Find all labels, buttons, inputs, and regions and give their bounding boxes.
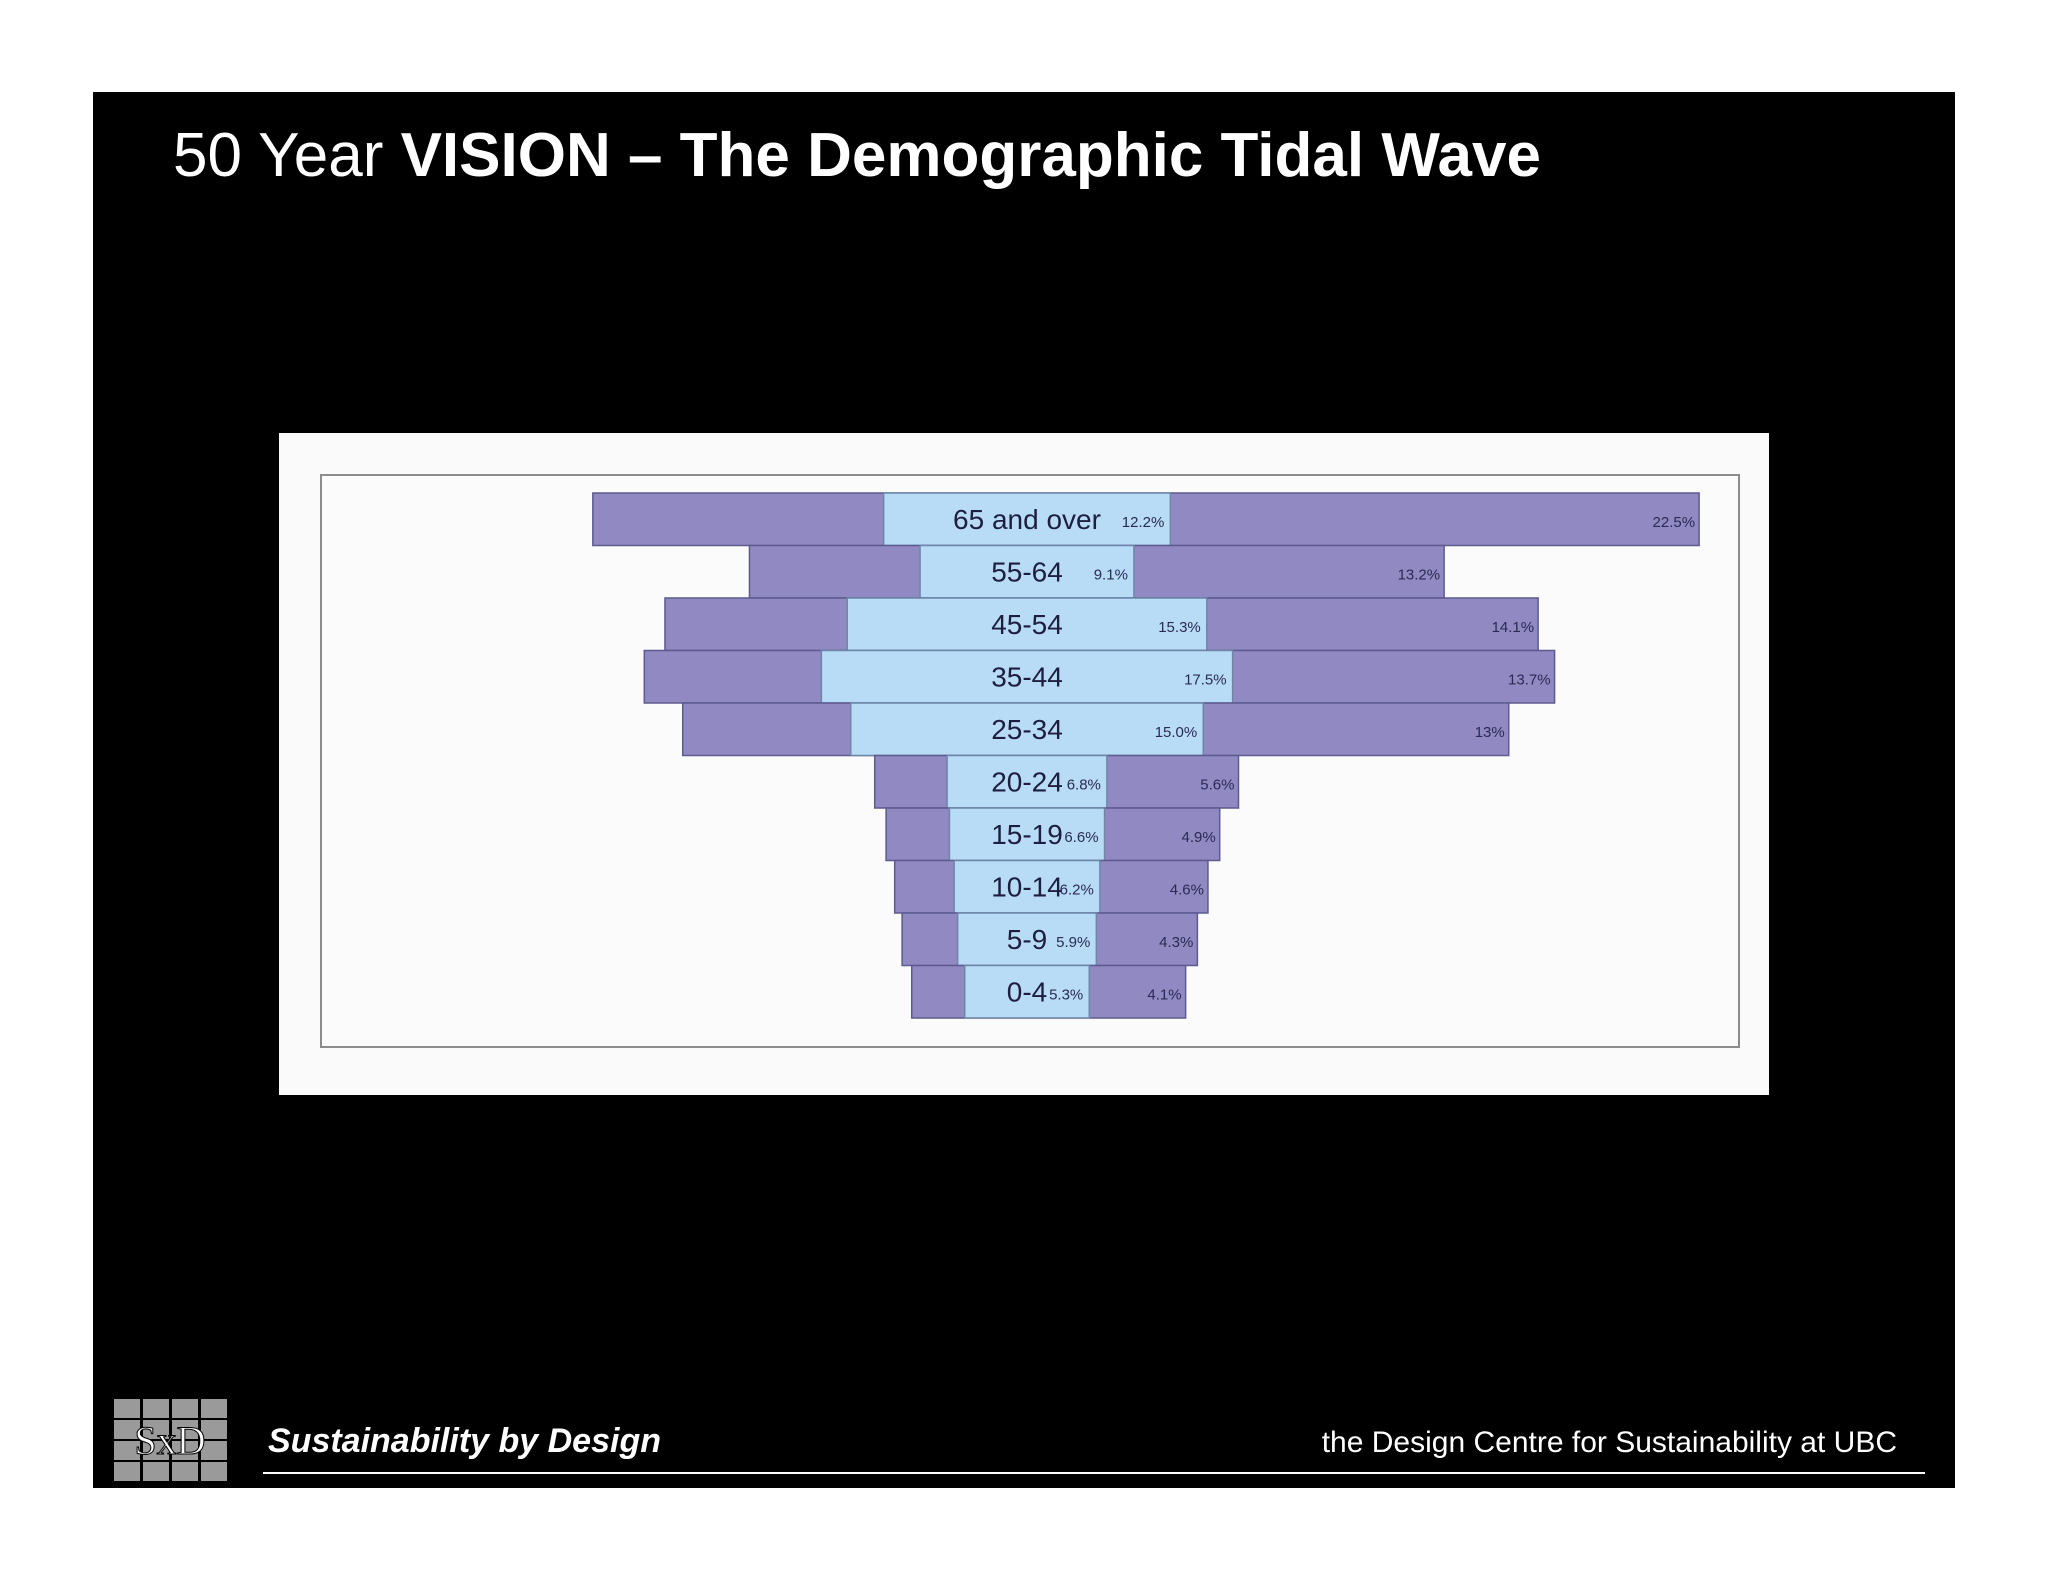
inner-value-label: 12.2% [1122,514,1165,531]
outer-value-label: 4.6% [1170,882,1204,899]
inner-bar [953,859,1101,914]
outer-value-label: 14.1% [1492,619,1535,636]
inner-bar [956,912,1098,967]
logo-text: SxD [134,1418,205,1463]
title-bold: VISION – The Demographic Tidal Wave [400,121,1541,190]
category-label: 55-64 [991,557,1063,588]
inner-value-label: 15.0% [1155,724,1198,741]
inner-value-label: 6.6% [1064,829,1098,846]
category-label: 25-34 [991,714,1063,745]
sxd-logo-icon: SxD [113,1398,228,1482]
category-label: 10-14 [991,872,1063,903]
outer-value-label: 13% [1475,724,1505,741]
chart-figure: 65 and over 12.2% 22.5% 55-64 9.1% 13.2% 45-54… [279,433,1769,1095]
outer-value-label: 4.1% [1147,987,1181,1004]
page-title: 50 Year VISION – The Demographic Tidal W… [173,120,1541,191]
category-label: 15-19 [991,819,1063,850]
footer-organization: the Design Centre for Sustainability at … [1321,1426,1897,1459]
footer-divider [263,1472,1925,1474]
inner-bar [963,964,1091,1019]
category-label: 0-4 [1007,977,1047,1008]
inner-value-label: 9.1% [1094,567,1128,584]
outer-value-label: 22.5% [1653,514,1696,531]
footer-brand: Sustainability by Design [268,1422,661,1460]
outer-value-label: 4.3% [1159,934,1193,951]
outer-value-label: 13.7% [1508,672,1551,689]
slide: 50 Year VISION – The Demographic Tidal W… [93,92,1955,1488]
category-label: 35-44 [991,662,1063,693]
inner-bar [882,492,1172,547]
inner-bar [850,702,1204,757]
category-label: 45-54 [991,609,1063,640]
inner-value-label: 17.5% [1184,672,1227,689]
inner-value-label: 15.3% [1158,619,1201,636]
category-label: 5-9 [1007,924,1047,955]
category-label: 65 and over [953,504,1101,535]
inner-value-label: 6.8% [1067,777,1101,794]
demographic-chart: 65 and over 12.2% 22.5% 55-64 9.1% 13.2% 45-54… [320,474,1740,1048]
outer-value-label: 5.6% [1200,777,1234,794]
outer-value-label: 13.2% [1398,567,1441,584]
inner-value-label: 6.2% [1060,882,1094,899]
inner-value-label: 5.3% [1049,987,1083,1004]
outer-value-label: 4.9% [1181,829,1215,846]
category-label: 20-24 [991,767,1063,798]
inner-value-label: 5.9% [1056,934,1090,951]
title-prefix: 50 Year [173,121,401,190]
